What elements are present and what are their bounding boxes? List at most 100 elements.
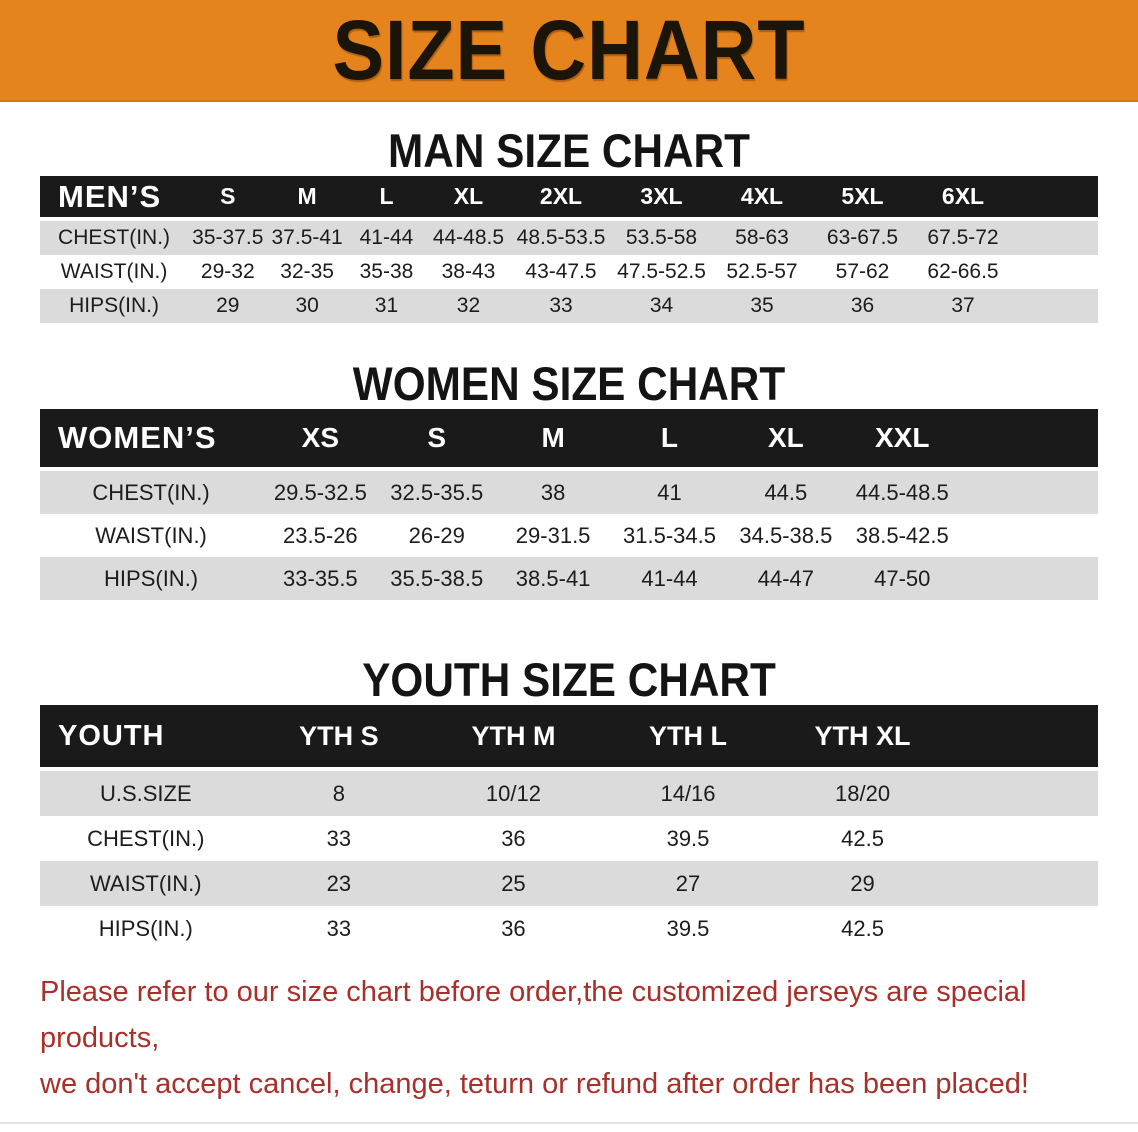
size-value-cell: 32.5-35.5 [378,471,495,514]
spacer-cell [949,861,1098,906]
size-value-cell: 44.5 [727,471,845,514]
column-header: S [188,176,268,221]
spacer-cell [960,471,1098,514]
size-value-cell: 29.5-32.5 [262,471,379,514]
spacer-cell [949,906,1098,951]
size-value-cell: 39.5 [600,816,776,861]
size-value-cell: 63-67.5 [812,221,913,255]
size-value-cell: 32 [426,289,511,323]
size-value-cell: 8 [251,771,427,816]
size-value-cell: 42.5 [775,816,950,861]
size-value-cell: 29-31.5 [494,514,612,557]
spacer-cell [949,816,1098,861]
size-value-cell: 29 [188,289,268,323]
size-value-cell: 44-48.5 [426,221,511,255]
column-header: M [267,176,347,221]
size-value-cell: 43-47.5 [510,255,612,289]
table-row: WAIST(IN.) 23.5-26 26-29 29-31.5 31.5-34.5 34… [40,514,1098,557]
youth-size-table: YOUTH YTH S YTH M YTH L YTH XL U.S.SIZE 8 10/12… [40,705,1098,951]
size-value-cell: 26-29 [378,514,495,557]
table-row: CHEST(IN.) 33 36 39.5 42.5 [40,816,1098,861]
disclaimer-line-1: Please refer to our size chart before or… [40,976,1027,1054]
column-header: 6XL [912,176,1014,221]
size-value-cell: 33-35.5 [262,557,379,600]
size-value-cell: 33 [251,816,427,861]
table-row: CHEST(IN.) 29.5-32.5 32.5-35.5 38 41 44.5 44.5… [40,471,1098,514]
size-value-cell: 23 [251,861,427,906]
spacer-cell [960,409,1098,471]
size-value-cell: 38.5-42.5 [844,514,961,557]
size-value-cell: 58-63 [711,221,813,255]
row-label: HIPS(IN.) [40,289,189,323]
size-value-cell: 25 [426,861,601,906]
size-value-cell: 34.5-38.5 [727,514,845,557]
spacer-cell [949,705,1098,771]
disclaimer-note: Please refer to our size chart before or… [40,969,1100,1107]
size-value-cell: 38-43 [426,255,511,289]
column-header: L [346,176,427,221]
size-value-cell: 39.5 [600,906,776,951]
women-size-table: WOMEN’S XS S M L XL XXL CHEST(IN.) 29.5-32.5 32.5… [40,409,1098,600]
size-value-cell: 41 [611,471,728,514]
size-value-cell: 38.5-41 [494,557,612,600]
column-header: YTH S [251,705,427,771]
size-chart-banner: SIZE CHART [0,0,1138,102]
size-value-cell: 57-62 [812,255,913,289]
column-header: XL [727,409,845,471]
size-value-cell: 38 [494,471,612,514]
table-row: U.S.SIZE 8 10/12 14/16 18/20 [40,771,1098,816]
size-value-cell: 37 [912,289,1014,323]
size-value-cell: 27 [600,861,776,906]
row-label: HIPS(IN.) [40,906,252,951]
spacer-cell [960,557,1098,600]
table-row: HIPS(IN.) 33-35.5 35.5-38.5 38.5-41 41-44 44-… [40,557,1098,600]
row-label: WAIST(IN.) [40,861,252,906]
size-value-cell: 34 [611,289,712,323]
column-header: XXL [844,409,961,471]
size-value-cell: 31.5-34.5 [611,514,728,557]
size-value-cell: 33 [251,906,427,951]
size-value-cell: 67.5-72 [912,221,1014,255]
size-value-cell: 29 [775,861,950,906]
size-value-cell: 37.5-41 [267,221,347,255]
spacer-cell [949,771,1098,816]
size-value-cell: 53.5-58 [611,221,712,255]
table-row: HIPS(IN.) 29 30 31 32 33 34 35 36 37 [40,289,1098,323]
size-value-cell: 48.5-53.5 [510,221,612,255]
size-value-cell: 44.5-48.5 [844,471,961,514]
column-header: M [494,409,612,471]
size-chart-title: SIZE CHART [332,2,806,97]
spacer-cell [1013,221,1098,255]
disclaimer-line-2: we don't accept cancel, change, teturn o… [40,1068,1029,1100]
column-header: S [378,409,495,471]
size-value-cell: 36 [426,816,601,861]
table-corner-label: MEN’S [40,176,189,221]
table-row: WAIST(IN.) 29-32 32-35 35-38 38-43 43-47.5 47.… [40,255,1098,289]
size-value-cell: 47.5-52.5 [611,255,712,289]
row-label: WAIST(IN.) [40,514,263,557]
men-section-heading: MAN SIZE CHART [388,124,750,177]
column-header: 4XL [711,176,813,221]
table-row: WAIST(IN.) 23 25 27 29 [40,861,1098,906]
size-value-cell: 14/16 [600,771,776,816]
size-value-cell: 35-37.5 [188,221,268,255]
size-value-cell: 36 [426,906,601,951]
size-value-cell: 32-35 [267,255,347,289]
row-label: CHEST(IN.) [40,471,263,514]
bottom-divider [0,1122,1138,1124]
size-value-cell: 47-50 [844,557,961,600]
column-header: XS [262,409,379,471]
table-row: HIPS(IN.) 33 36 39.5 42.5 [40,906,1098,951]
row-label: CHEST(IN.) [40,221,189,255]
column-header: 5XL [812,176,913,221]
size-value-cell: 41-44 [346,221,427,255]
size-value-cell: 36 [812,289,913,323]
youth-section-heading: YOUTH SIZE CHART [362,653,776,706]
column-header: YTH XL [775,705,950,771]
size-value-cell: 35-38 [346,255,427,289]
spacer-cell [1013,255,1098,289]
column-header: 2XL [510,176,612,221]
size-value-cell: 29-32 [188,255,268,289]
size-value-cell: 35.5-38.5 [378,557,495,600]
